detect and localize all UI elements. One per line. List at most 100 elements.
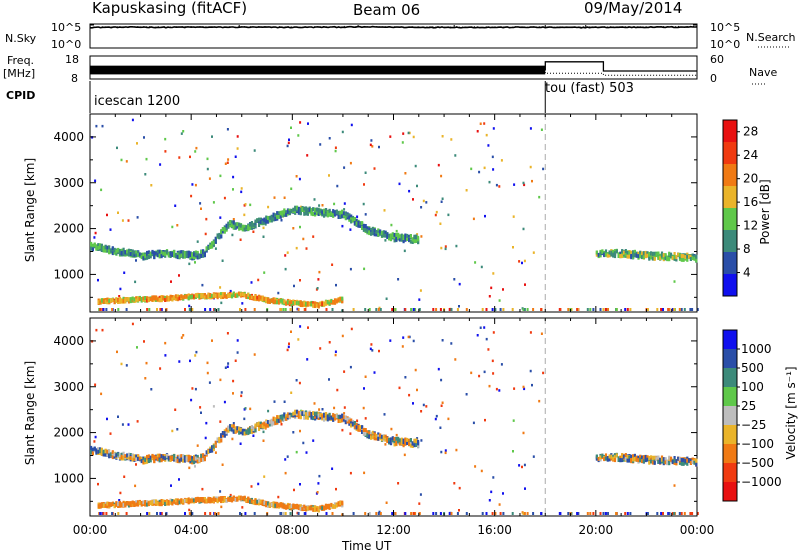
- feature-cell: [417, 441, 420, 446]
- feature-cell: [239, 427, 243, 432]
- scatter-cell: [373, 167, 376, 170]
- feature-cell: [650, 459, 653, 464]
- ground-scatter-cell: [418, 512, 421, 515]
- ground-scatter-cell: [253, 308, 256, 311]
- feature-cell: [301, 303, 304, 308]
- feature-cell: [162, 455, 165, 460]
- feature-cell: [639, 457, 642, 462]
- feature-cell: [599, 251, 602, 256]
- feature-cell: [178, 254, 181, 259]
- feature-cell: [120, 250, 123, 255]
- feature-cell: [615, 249, 618, 254]
- feature-cell: [256, 218, 259, 223]
- scatter-cell: [178, 478, 180, 481]
- scatter-cell: [425, 201, 428, 204]
- feature-cell: [277, 415, 281, 420]
- scatter-cell: [182, 130, 185, 133]
- feature-cell: [187, 458, 190, 463]
- feature-cell: [250, 425, 253, 429]
- scatter-cell: [302, 237, 305, 241]
- feature-cell: [200, 254, 203, 258]
- ground-scatter-cell: [576, 512, 579, 515]
- scatter-cell: [170, 280, 172, 283]
- feature-cell: [286, 504, 290, 509]
- scatter-cell: [435, 210, 438, 214]
- scatter-cell: [458, 282, 461, 286]
- feature-cell: [686, 458, 689, 463]
- scatter-cell: [286, 251, 289, 254]
- feature-cell: [619, 455, 622, 460]
- scatter-cell: [502, 288, 504, 291]
- feature-cell: [212, 240, 215, 245]
- ground-scatter-cell: [102, 512, 105, 515]
- feature-cell: [303, 504, 306, 509]
- scatter-cell: [290, 187, 293, 190]
- feature-cell: [138, 456, 141, 461]
- feature-cell: [209, 244, 212, 249]
- nave-series: [90, 70, 697, 76]
- scatter-cell: [522, 431, 525, 435]
- scatter-cell: [249, 203, 252, 207]
- feature-cell: [127, 503, 131, 508]
- scatter-cell: [212, 405, 215, 408]
- feature-cell: [267, 219, 270, 224]
- feature-cell: [249, 426, 252, 431]
- scatter-cell: [349, 365, 352, 369]
- feature-cell: [384, 230, 387, 235]
- scatter-cell: [484, 214, 486, 218]
- scatter-cell: [341, 428, 344, 432]
- scatter-cell: [523, 387, 526, 391]
- feature-cell: [660, 455, 664, 460]
- scatter-cell: [484, 418, 486, 422]
- feature-cell: [247, 295, 250, 300]
- feature-cell: [344, 420, 347, 425]
- ground-scatter-cell: [439, 512, 442, 515]
- scatter-cell: [492, 127, 495, 130]
- feature-cell: [404, 235, 407, 240]
- scatter-cell: [364, 171, 367, 174]
- ground-scatter-cell: [156, 512, 158, 515]
- feature-cell: [115, 453, 118, 458]
- feature-cell: [245, 294, 248, 299]
- feature-cell: [227, 224, 230, 229]
- feature-cell: [303, 415, 306, 420]
- freq-tick-top: 18: [65, 53, 79, 66]
- scatter-cell: [538, 399, 541, 403]
- feature-cell: [622, 250, 626, 255]
- feature-cell: [220, 295, 223, 300]
- station-title: Kapuskasing (fitACF): [92, 0, 248, 17]
- feature-cell: [202, 253, 205, 258]
- feature-cell: [651, 460, 654, 465]
- scatter-cell: [286, 348, 289, 352]
- scatter-cell: [439, 222, 442, 225]
- scatter-cell: [518, 260, 521, 263]
- feature-cell: [120, 503, 123, 507]
- feature-cell: [180, 455, 183, 460]
- ground-scatter-cell: [214, 308, 217, 311]
- feature-cell: [155, 251, 158, 256]
- feature-cell: [151, 453, 154, 458]
- feature-cell: [227, 293, 230, 298]
- feature-cell: [261, 424, 264, 429]
- feature-cell: [328, 301, 331, 306]
- feature-cell: [673, 252, 676, 256]
- feature-cell: [108, 248, 111, 253]
- ground-scatter-cell: [678, 308, 681, 311]
- scatter-cell: [363, 387, 365, 390]
- scatter-cell: [385, 501, 388, 504]
- feature-cell: [225, 498, 228, 503]
- scatter-cell: [522, 385, 525, 389]
- ground-scatter-cell: [540, 512, 543, 515]
- feature-cell: [149, 297, 152, 302]
- scatter-cell: [363, 471, 366, 475]
- feature-cell: [613, 251, 617, 256]
- feature-cell: [648, 256, 651, 261]
- scatter-cell: [522, 181, 525, 185]
- ground-scatter-cell: [289, 512, 292, 515]
- feature-cell: [328, 412, 331, 417]
- feature-cell: [176, 501, 179, 506]
- scatter-cell: [95, 328, 98, 332]
- feature-cell: [236, 293, 239, 298]
- feature-cell: [310, 302, 313, 307]
- scatter-cell: [312, 439, 315, 442]
